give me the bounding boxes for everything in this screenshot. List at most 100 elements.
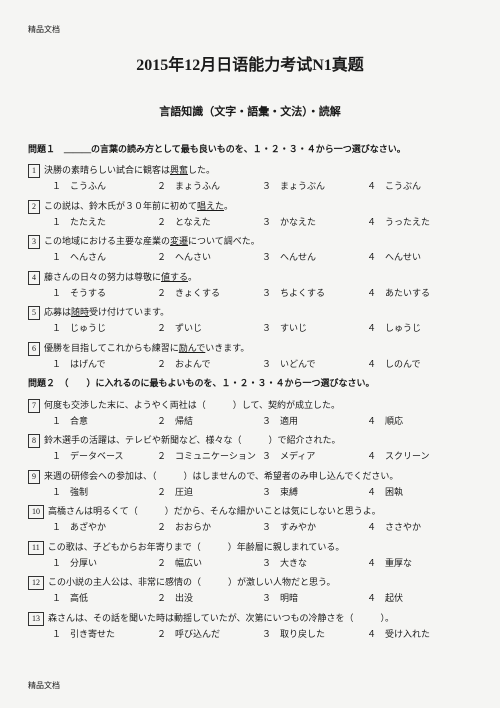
answer-option[interactable]: ３ 適用	[262, 415, 367, 429]
page-title: 2015年12月日语能力考试N1真题	[28, 54, 472, 78]
answer-option[interactable]: ２ まょうふん	[157, 180, 262, 194]
answer-option[interactable]: ２ きょくする	[157, 287, 262, 301]
underlined-word: 興奮	[170, 165, 188, 175]
answer-option[interactable]: ４ 困執	[367, 486, 472, 500]
answer-option[interactable]: １ あざやか	[52, 521, 157, 535]
answer-option[interactable]: ３ 明暗	[262, 592, 367, 606]
answer-option[interactable]: ４ 受け入れた	[367, 628, 472, 642]
answer-option[interactable]: ４ スクリーン	[367, 450, 472, 464]
answer-option[interactable]: ４ うったえた	[367, 216, 472, 230]
question-text: 何度も交渉した末に、ようやく両社は（ ）して、契約が成立した。	[44, 399, 472, 413]
question-number: 5	[28, 306, 40, 320]
answer-option[interactable]: ３ 束縛	[262, 486, 367, 500]
answer-option[interactable]: １ たたえた	[52, 216, 157, 230]
options-row: １ あざやか２ おおらか３ すみやか４ ささやか	[28, 521, 472, 535]
options-row: １ たたえた２ となえた３ かなえた４ うったえた	[28, 216, 472, 230]
answer-option[interactable]: １ こうふん	[52, 180, 157, 194]
answer-option[interactable]: １ 高低	[52, 592, 157, 606]
answer-option[interactable]: ２ となえた	[157, 216, 262, 230]
answer-option[interactable]: ２ ずいじ	[157, 322, 262, 336]
question-row: 8鈴木選手の活躍は、テレビや新聞など、様々な（ ）で紹介された。	[28, 434, 472, 448]
answer-option[interactable]: １ へんさん	[52, 251, 157, 265]
answer-option[interactable]: １ 合意	[52, 415, 157, 429]
options-row: １ そうする２ きょくする３ ちよくする４ あたいする	[28, 287, 472, 301]
question-row: 11 この歌は、子どもからお年寄りまで（ ）年齢層に親しまれている。	[28, 541, 472, 555]
question-text: 森さんは、その話を聞いた時は動揺していたが、次第にいつもの冷静さを（ ）。	[48, 612, 472, 626]
question-text: この地域における主要な産業の変遷について調べた。	[44, 235, 472, 249]
question-number: 6	[28, 342, 40, 356]
subtitle: 言語知識（文字・語彙・文法）・読解	[28, 104, 472, 121]
answer-option[interactable]: ３ メディア	[262, 450, 367, 464]
section2-instruction: 問題２ （ ）に入れるのに最もよいものを、１・２・３・４から一つ選びなさい。	[28, 377, 472, 391]
underlined-word: 励んで	[179, 343, 206, 353]
answer-option[interactable]: ２ およんで	[157, 358, 262, 372]
answer-option[interactable]: １ 強制	[52, 486, 157, 500]
answer-option[interactable]: ４ しのんで	[367, 358, 472, 372]
options-row: １ データベース２ コミュニケーション３ メディア４ スクリーン	[28, 450, 472, 464]
question-text: 応募は随時受け付けています。	[44, 306, 472, 320]
answer-option[interactable]: １ じゅうじ	[52, 322, 157, 336]
answer-option[interactable]: ４ 起伏	[367, 592, 472, 606]
question-number: 11	[28, 541, 44, 555]
answer-option[interactable]: ２ 出没	[157, 592, 262, 606]
section1-instruction: 問題１ ＿＿＿の言葉の読み方として最も良いものを、１・２・３・４から一つ選びなさ…	[28, 143, 472, 157]
header-label: 精品文档	[28, 24, 472, 36]
answer-option[interactable]: ４ こうぶん	[367, 180, 472, 194]
question-row: 9 来週の研修会への参加は、（ ）はしませんので、希望者のみ申し込んでください。	[28, 470, 472, 484]
question-number: 2	[28, 200, 40, 214]
question-number: 9	[28, 470, 40, 484]
answer-option[interactable]: １ 引き寄せた	[52, 628, 157, 642]
answer-option[interactable]: ３ いどんで	[262, 358, 367, 372]
answer-option[interactable]: ２ へんさい	[157, 251, 262, 265]
question-text: この説は、鈴木氏が３０年前に初めて唱えた。	[44, 200, 472, 214]
answer-option[interactable]: ３ かなえた	[262, 216, 367, 230]
question-row: 6優勝を目指してこれからも練習に励んでいきます。	[28, 342, 472, 356]
options-row: １ じゅうじ２ ずいじ３ すいじ４ しゅうじ	[28, 322, 472, 336]
answer-option[interactable]: ３ 取り戻した	[262, 628, 367, 642]
answer-option[interactable]: ３ へんせん	[262, 251, 367, 265]
answer-option[interactable]: １ はげんで	[52, 358, 157, 372]
answer-option[interactable]: ３ 大きな	[262, 557, 367, 571]
options-row: １ はげんで２ およんで３ いどんで４ しのんで	[28, 358, 472, 372]
answer-option[interactable]: ４ ささやか	[367, 521, 472, 535]
answer-option[interactable]: ４ 重厚な	[367, 557, 472, 571]
answer-option[interactable]: ４ あたいする	[367, 287, 472, 301]
question-text: この小説の主人公は、非常に感情の（ ）が激しい人物だと思う。	[48, 576, 472, 590]
answer-option[interactable]: １ そうする	[52, 287, 157, 301]
answer-option[interactable]: ３ ちよくする	[262, 287, 367, 301]
answer-option[interactable]: ２ 幅広い	[157, 557, 262, 571]
question-text: 決勝の素晴らしい試合に観客は興奮した。	[44, 164, 472, 178]
answer-option[interactable]: ２ おおらか	[157, 521, 262, 535]
question-text: 藤さんの日々の努力は尊敬に値する。	[44, 271, 472, 285]
question-text: この歌は、子どもからお年寄りまで（ ）年齢層に親しまれている。	[48, 541, 472, 555]
question-row: 13 森さんは、その話を聞いた時は動揺していたが、次第にいつもの冷静さを（ ）。	[28, 612, 472, 626]
underlined-word: 値する	[161, 272, 188, 282]
question-number: 3	[28, 235, 40, 249]
answer-option[interactable]: １ データベース	[52, 450, 157, 464]
options-row: １ へんさん２ へんさい３ へんせん４ へんせい	[28, 251, 472, 265]
answer-option[interactable]: ２ コミュニケーション	[157, 450, 262, 464]
answer-option[interactable]: １ 分厚い	[52, 557, 157, 571]
answer-option[interactable]: ３ すみやか	[262, 521, 367, 535]
underlined-word: 随時	[71, 307, 89, 317]
question-number: 10	[28, 505, 44, 519]
answer-option[interactable]: ３ まょうぶん	[262, 180, 367, 194]
options-row: １ 強制２ 圧迫３ 束縛４ 困執	[28, 486, 472, 500]
question-text: 来週の研修会への参加は、（ ）はしませんので、希望者のみ申し込んでください。	[44, 470, 472, 484]
question-text: 鈴木選手の活躍は、テレビや新聞など、様々な（ ）で紹介された。	[44, 434, 472, 448]
question-number: 13	[28, 612, 44, 626]
answer-option[interactable]: ２ 圧迫	[157, 486, 262, 500]
answer-option[interactable]: ４ しゅうじ	[367, 322, 472, 336]
answer-option[interactable]: ２ 帰結	[157, 415, 262, 429]
question-row: 3 この地域における主要な産業の変遷について調べた。	[28, 235, 472, 249]
answer-option[interactable]: ３ すいじ	[262, 322, 367, 336]
question-number: 7	[28, 399, 40, 413]
question-row: 2 この説は、鈴木氏が３０年前に初めて唱えた。	[28, 200, 472, 214]
question-row: 10高橋さんは明るくて（ ）だから、そんな細かいことは気にしないと思うよ。	[28, 505, 472, 519]
question-number: 4	[28, 271, 40, 285]
answer-option[interactable]: ４ へんせい	[367, 251, 472, 265]
answer-option[interactable]: ２ 呼び込んだ	[157, 628, 262, 642]
question-number: 1	[28, 164, 40, 178]
options-row: １ 引き寄せた２ 呼び込んだ３ 取り戻した４ 受け入れた	[28, 628, 472, 642]
answer-option[interactable]: ４ 順応	[367, 415, 472, 429]
